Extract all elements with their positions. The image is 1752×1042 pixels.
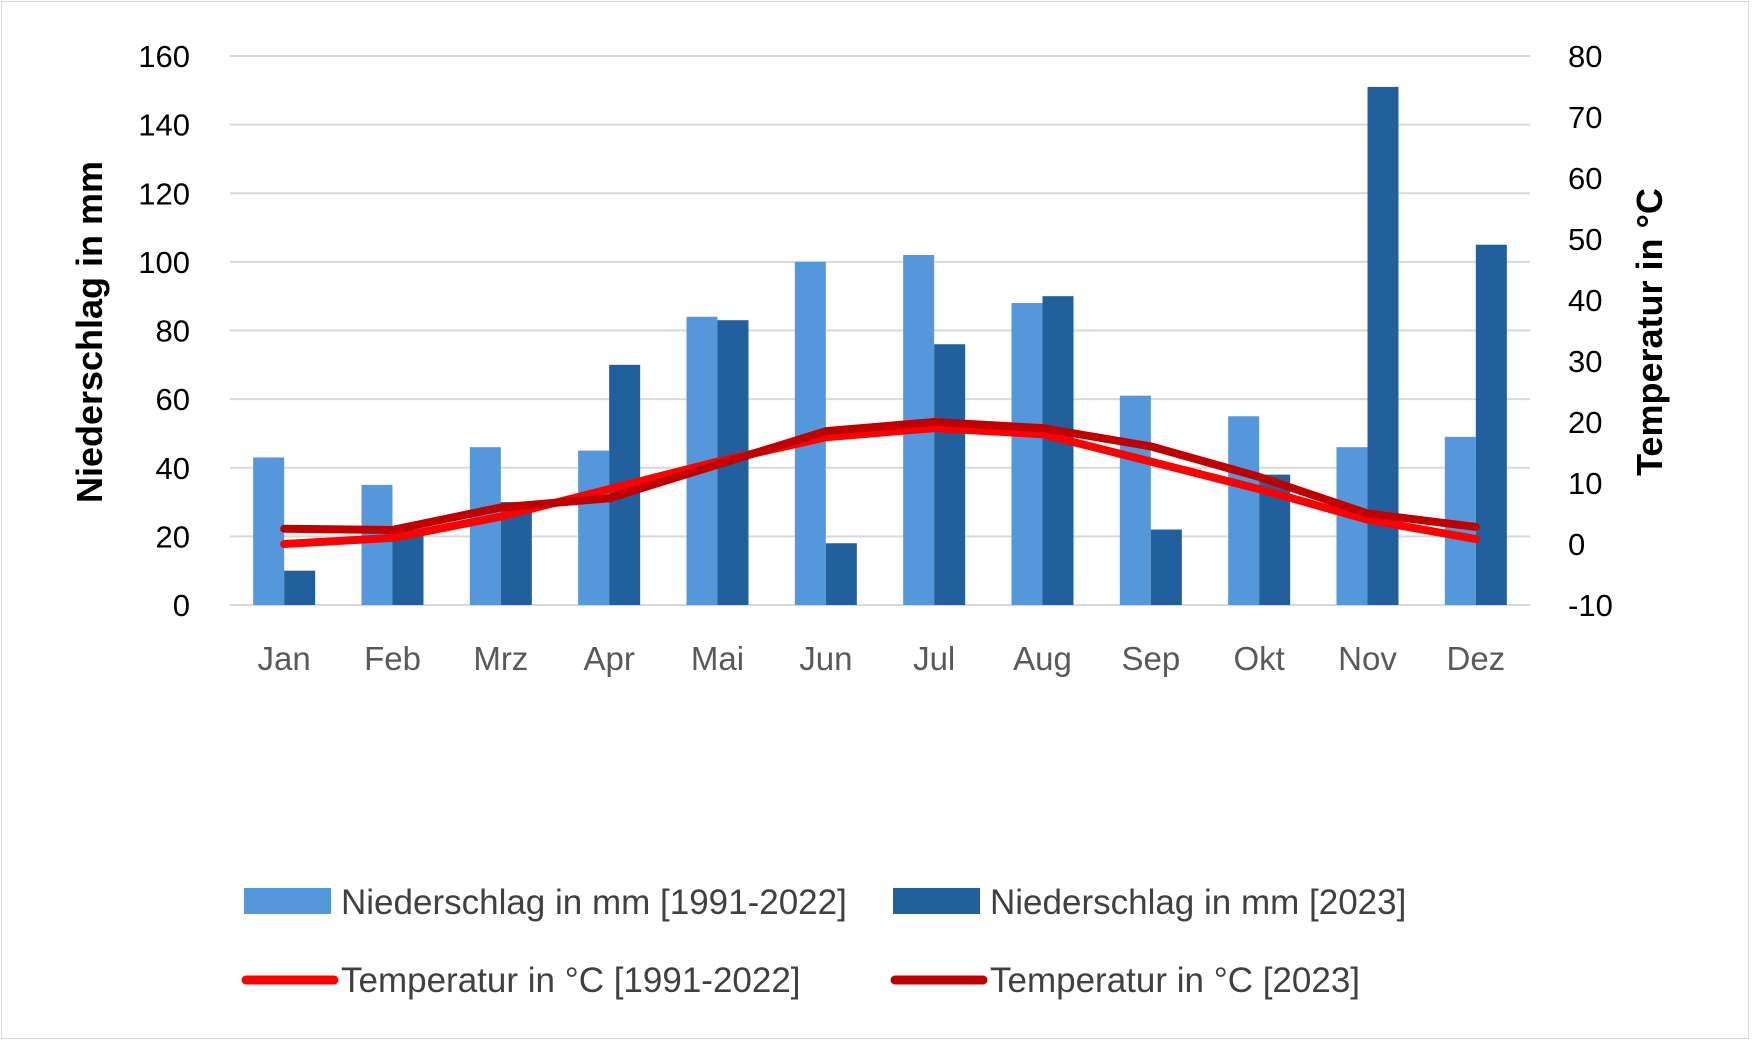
bar-avg [469, 447, 501, 605]
bar-2023 [284, 570, 316, 605]
y-axis-left-ticks: 0 20 40 60 80 100 120 140 160 [138, 39, 190, 623]
y-tick-label: 80 [156, 314, 190, 349]
y-axis-right-ticks: -10 0 10 20 30 40 50 60 70 80 [1568, 39, 1613, 623]
legend-label: Niederschlag in mm [2023] [990, 883, 1406, 922]
y-tick-label: 140 [138, 108, 190, 143]
x-tick-label: Aug [1013, 640, 1072, 677]
x-tick-label: Apr [583, 640, 634, 677]
bar-2023 [1150, 529, 1182, 605]
x-tick-label: Okt [1233, 640, 1284, 677]
legend-label: Temperatur in °C [1991-2022] [341, 961, 801, 1000]
y-tick-label: 120 [138, 176, 190, 211]
y-axis-title: Niederschlag in mm [69, 161, 110, 503]
legend-label: Temperatur in °C [2023] [990, 961, 1360, 1000]
bar-avg [361, 484, 393, 605]
gridlines [230, 55, 1530, 606]
y2-tick-label: 30 [1568, 344, 1602, 379]
bar-avg [1011, 303, 1043, 605]
y-tick-label: 100 [138, 245, 190, 280]
bar-2023 [825, 543, 857, 605]
y2-tick-label: -10 [1568, 588, 1613, 623]
y2-tick-label: 70 [1568, 100, 1602, 135]
bar-avg [1336, 447, 1368, 605]
x-tick-label: Jul [913, 640, 955, 677]
y2-axis-title: Temperatur in °C [1629, 188, 1670, 476]
x-tick-label: Jun [799, 640, 852, 677]
bar-avg [1228, 416, 1260, 605]
x-tick-label: Dez [1446, 640, 1505, 677]
x-tick-label: Mai [691, 640, 744, 677]
bar-avg [1119, 395, 1151, 605]
y-tick-label: 0 [173, 588, 190, 623]
y2-tick-label: 10 [1568, 466, 1602, 501]
temp-line-2023 [280, 418, 1480, 534]
x-tick-label: Nov [1338, 640, 1397, 677]
y2-tick-label: 60 [1568, 161, 1602, 196]
x-tick-label: Jan [258, 640, 311, 677]
bar-2023 [392, 529, 424, 605]
legend: Niederschlag in mm [1991-2022] Niederschl… [241, 883, 1406, 1000]
bar-2023 [1042, 296, 1074, 605]
temperature-lines [280, 418, 1480, 548]
bar-2023 [1475, 244, 1507, 605]
y2-tick-label: 20 [1568, 405, 1602, 440]
y-tick-label: 40 [156, 451, 190, 486]
y2-tick-label: 40 [1568, 283, 1602, 318]
y-tick-label: 60 [156, 382, 190, 417]
y2-tick-label: 80 [1568, 39, 1602, 74]
bars [253, 86, 1507, 606]
legend-label: Niederschlag in mm [1991-2022] [341, 883, 847, 922]
y-tick-label: 20 [156, 519, 190, 554]
y-tick-label: 160 [138, 39, 190, 74]
bar-2023 [934, 344, 966, 605]
legend-swatch [244, 888, 331, 914]
bar-avg [253, 457, 285, 605]
x-tick-label: Mrz [473, 640, 528, 677]
temp-line-avg [280, 424, 1480, 548]
x-tick-label: Feb [364, 640, 421, 677]
y2-tick-label: 50 [1568, 222, 1602, 257]
bar-avg [578, 450, 610, 605]
legend-swatch [893, 888, 980, 914]
y2-tick-label: 0 [1568, 527, 1585, 562]
x-axis-ticks: Jan Feb Mrz Apr Mai Jun Jul Aug Sep Okt Nov Dez [258, 640, 1506, 677]
x-tick-label: Sep [1121, 640, 1180, 677]
